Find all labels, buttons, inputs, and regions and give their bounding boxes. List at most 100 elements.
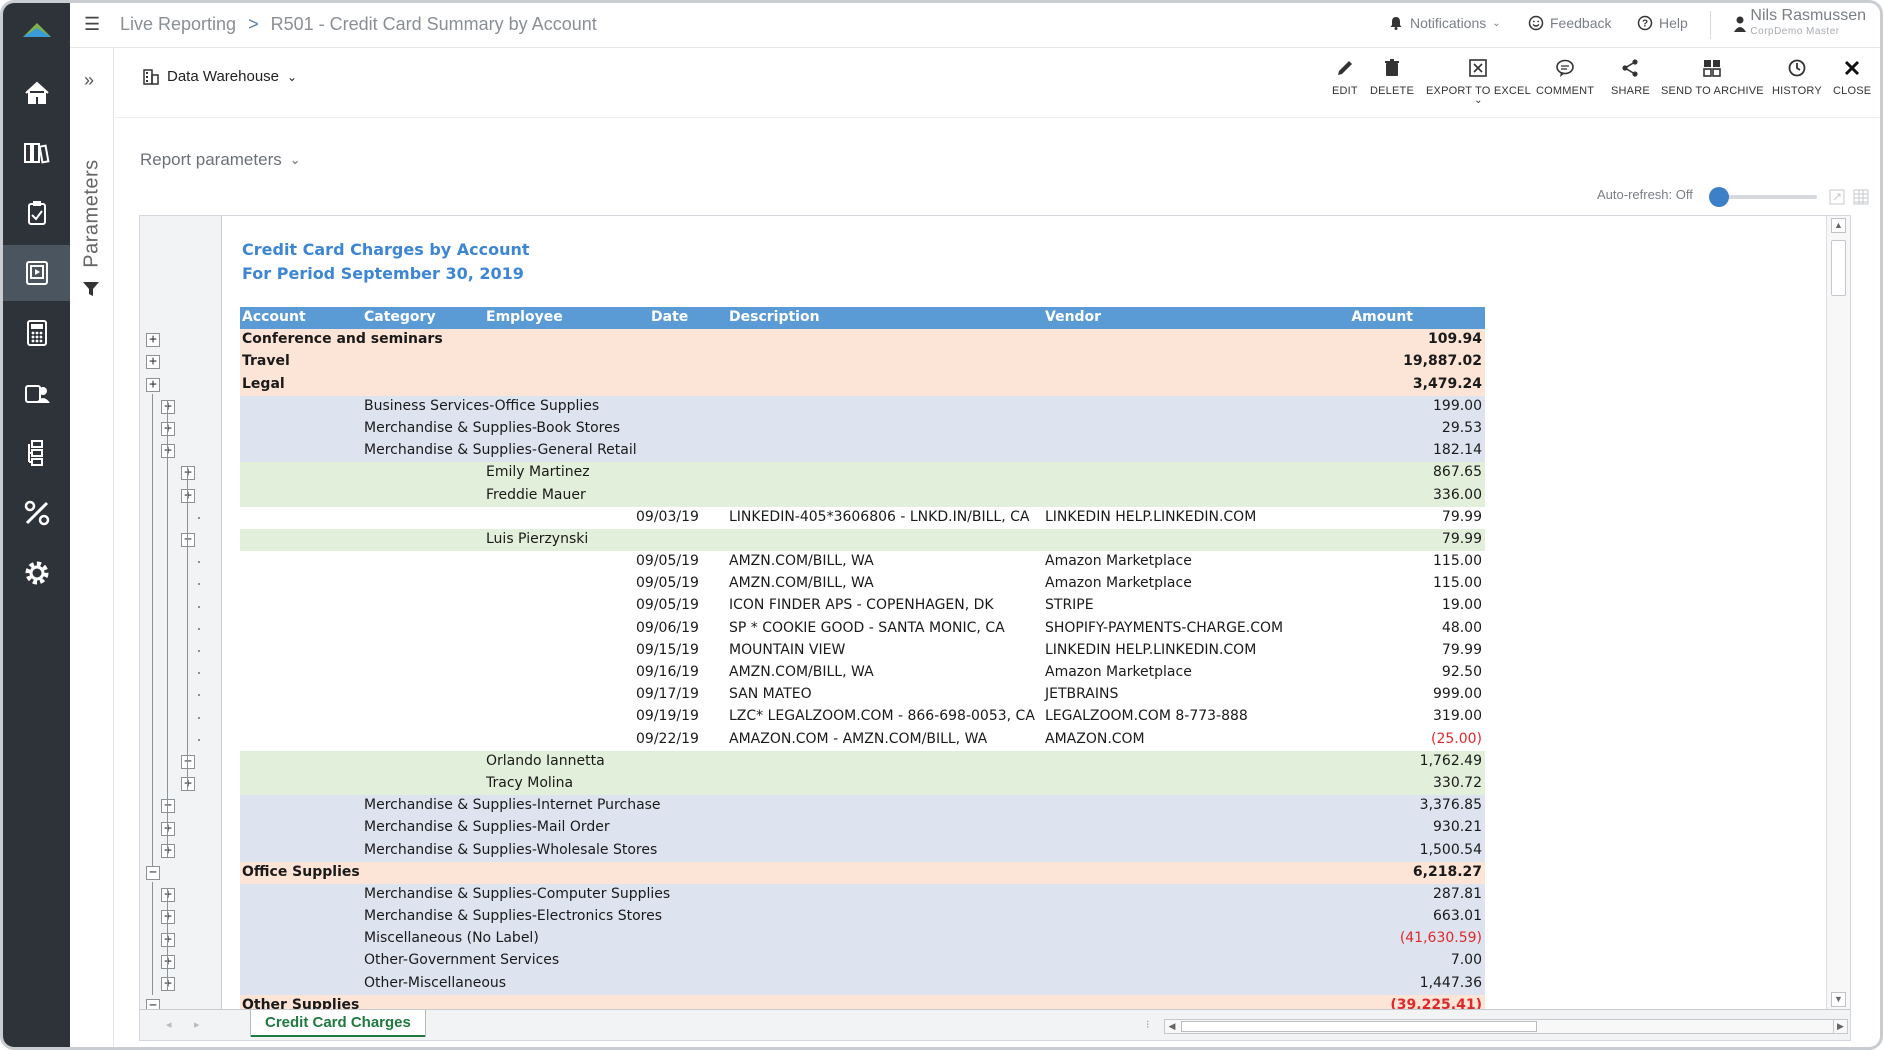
building-icon bbox=[143, 68, 159, 85]
expand-row-icon[interactable]: + bbox=[161, 444, 175, 459]
expand-row-icon[interactable]: + bbox=[161, 888, 175, 903]
send-to-archive-button[interactable]: SEND TO ARCHIVE bbox=[1661, 58, 1764, 97]
transaction-vendor: LINKEDIN HELP.LINKEDIN.COM bbox=[1045, 641, 1257, 658]
report-parameters-label: Report parameters bbox=[140, 150, 282, 169]
nav-hierarchy-icon[interactable] bbox=[3, 425, 70, 481]
row-label: Miscellaneous (No Label) bbox=[364, 930, 539, 947]
row-amount: 182.14 bbox=[1433, 442, 1482, 459]
row-label: Other-Government Services bbox=[364, 952, 560, 969]
expand-row-icon[interactable]: + bbox=[161, 954, 175, 969]
settings-icon bbox=[25, 561, 48, 585]
expand-row-icon[interactable]: + bbox=[161, 910, 175, 925]
nav-calculator-icon[interactable] bbox=[3, 305, 70, 361]
row-amount: 1,762.49 bbox=[1419, 752, 1482, 769]
row-amount: 92.50 bbox=[1441, 664, 1482, 680]
delete-label: DELETE bbox=[1370, 85, 1414, 97]
datasource-dropdown[interactable]: Data Warehouse ⌄ bbox=[143, 68, 297, 85]
auto-refresh-slider[interactable] bbox=[1709, 184, 1821, 210]
tab-prev-icon[interactable]: ◂ bbox=[166, 1019, 172, 1031]
expand-row-icon[interactable]: + bbox=[181, 777, 195, 792]
parameters-label: Parameters bbox=[80, 158, 103, 268]
feedback-button[interactable]: Feedback bbox=[1528, 15, 1611, 31]
category-row: Merchandise & Supplies-Internet Purchase… bbox=[240, 795, 1485, 818]
expand-row-icon[interactable]: + bbox=[146, 355, 160, 370]
nav-clipboard-icon[interactable] bbox=[3, 185, 70, 241]
expand-row-icon[interactable]: + bbox=[161, 843, 175, 858]
outline-dot bbox=[198, 694, 200, 697]
expand-row-icon[interactable]: + bbox=[161, 977, 175, 991]
vertical-scroll-thumb[interactable] bbox=[1831, 240, 1846, 296]
column-header-amount: Amount bbox=[1351, 309, 1413, 325]
transaction-date: 09/17/19 bbox=[636, 686, 699, 703]
export-to-excel-button[interactable]: EXPORT TO EXCEL ⌄ bbox=[1426, 58, 1531, 106]
expand-row-icon[interactable]: + bbox=[181, 488, 195, 503]
tab-next-icon[interactable]: ▸ bbox=[194, 1019, 200, 1031]
help-button[interactable]: ? Help bbox=[1637, 15, 1688, 31]
expand-row-icon[interactable]: + bbox=[181, 466, 195, 481]
row-label: Other Supplies bbox=[242, 996, 360, 1009]
nav-tools-icon[interactable] bbox=[3, 485, 70, 541]
close-label: CLOSE bbox=[1833, 85, 1872, 97]
column-header-row: Account Category Employee Date Descripti… bbox=[240, 307, 1485, 330]
transaction-vendor: STRIPE bbox=[1045, 597, 1094, 614]
expand-row-icon[interactable]: + bbox=[161, 399, 175, 414]
transaction-description: AMZN.COM/BILL, WA bbox=[729, 575, 874, 592]
expand-icon[interactable] bbox=[1829, 189, 1845, 205]
chevron-down-icon[interactable]: ⌄ bbox=[1474, 95, 1483, 106]
collapse-row-icon[interactable]: − bbox=[181, 533, 195, 547]
notifications-button[interactable]: Notifications ⌄ bbox=[1388, 15, 1501, 31]
parameters-panel-toggle[interactable]: Parameters bbox=[72, 148, 112, 278]
delete-button[interactable]: DELETE bbox=[1370, 58, 1414, 97]
nav-home-icon[interactable] bbox=[3, 65, 70, 121]
nav-library-icon[interactable] bbox=[3, 125, 70, 181]
expand-row-icon[interactable]: + bbox=[161, 932, 175, 947]
user-menu[interactable]: Nils Rasmussen CorpDemo Master bbox=[1734, 7, 1866, 37]
close-icon bbox=[1845, 60, 1860, 76]
sheet-tab-credit-card-charges[interactable]: Credit Card Charges bbox=[250, 1010, 426, 1037]
slider-thumb[interactable] bbox=[1709, 187, 1729, 207]
row-amount: 19.00 bbox=[1441, 597, 1482, 614]
collapse-row-icon[interactable]: − bbox=[146, 866, 160, 880]
expand-row-icon[interactable]: + bbox=[146, 333, 160, 348]
row-amount: 3,479.24 bbox=[1412, 375, 1482, 392]
horizontal-scrollbar[interactable]: ◀ ▶ bbox=[1164, 1019, 1848, 1034]
share-button[interactable]: SHARE bbox=[1611, 58, 1650, 97]
row-amount: 48.00 bbox=[1441, 619, 1482, 636]
comment-button[interactable]: COMMENT bbox=[1536, 58, 1594, 97]
outline-dot bbox=[198, 672, 200, 675]
horizontal-scroll-thumb[interactable] bbox=[1181, 1021, 1537, 1032]
nav-users-icon[interactable] bbox=[3, 365, 70, 421]
user-name: Nils Rasmussen bbox=[1750, 7, 1866, 24]
svg-text:?: ? bbox=[1642, 19, 1648, 30]
tab-split-handle-icon[interactable]: ⁝ bbox=[1146, 1019, 1150, 1031]
home-icon bbox=[24, 81, 49, 104]
comment-icon bbox=[1556, 59, 1574, 77]
scroll-down-arrow-icon[interactable]: ▼ bbox=[1831, 992, 1846, 1007]
nav-report-icon[interactable] bbox=[3, 245, 70, 301]
filter-icon[interactable] bbox=[82, 280, 100, 298]
expand-row-icon[interactable]: + bbox=[161, 821, 175, 836]
grid-icon[interactable] bbox=[1853, 189, 1869, 205]
history-button[interactable]: HISTORY bbox=[1772, 58, 1822, 97]
expand-row-icon[interactable]: + bbox=[146, 377, 160, 392]
close-button[interactable]: CLOSE bbox=[1833, 58, 1871, 97]
archive-icon bbox=[1703, 60, 1722, 77]
transaction-row: 09/05/19 ICON FINDER APS - COPENHAGEN, DK… bbox=[240, 595, 1485, 618]
outline-dot bbox=[198, 583, 200, 586]
expand-row-icon[interactable]: + bbox=[161, 422, 175, 436]
scroll-up-arrow-icon[interactable]: ▲ bbox=[1831, 218, 1846, 233]
collapse-row-icon[interactable]: − bbox=[161, 799, 175, 814]
share-icon bbox=[1622, 59, 1639, 77]
menu-icon[interactable]: ☰ bbox=[84, 14, 101, 34]
scroll-left-arrow-icon[interactable]: ◀ bbox=[1168, 1021, 1176, 1031]
collapse-row-icon[interactable]: − bbox=[181, 755, 195, 769]
report-parameters-toggle[interactable]: Report parameters ⌄ bbox=[140, 150, 301, 170]
breadcrumb-live-reporting[interactable]: Live Reporting bbox=[120, 14, 237, 34]
edit-button[interactable]: EDIT bbox=[1332, 58, 1358, 97]
expand-panel-icon[interactable]: » bbox=[84, 70, 95, 90]
vertical-scrollbar[interactable]: ▲ ▼ bbox=[1826, 216, 1850, 1009]
scroll-right-arrow-icon[interactable]: ▶ bbox=[1833, 1020, 1847, 1033]
breadcrumb: Live Reporting > R501 - Credit Card Summar… bbox=[120, 14, 597, 35]
nav-settings-icon[interactable] bbox=[3, 545, 70, 601]
